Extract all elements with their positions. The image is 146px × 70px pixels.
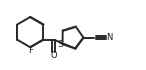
Text: N: N [106, 33, 112, 42]
Text: S: S [57, 40, 63, 49]
Text: O: O [51, 51, 57, 60]
Text: F: F [28, 46, 33, 55]
